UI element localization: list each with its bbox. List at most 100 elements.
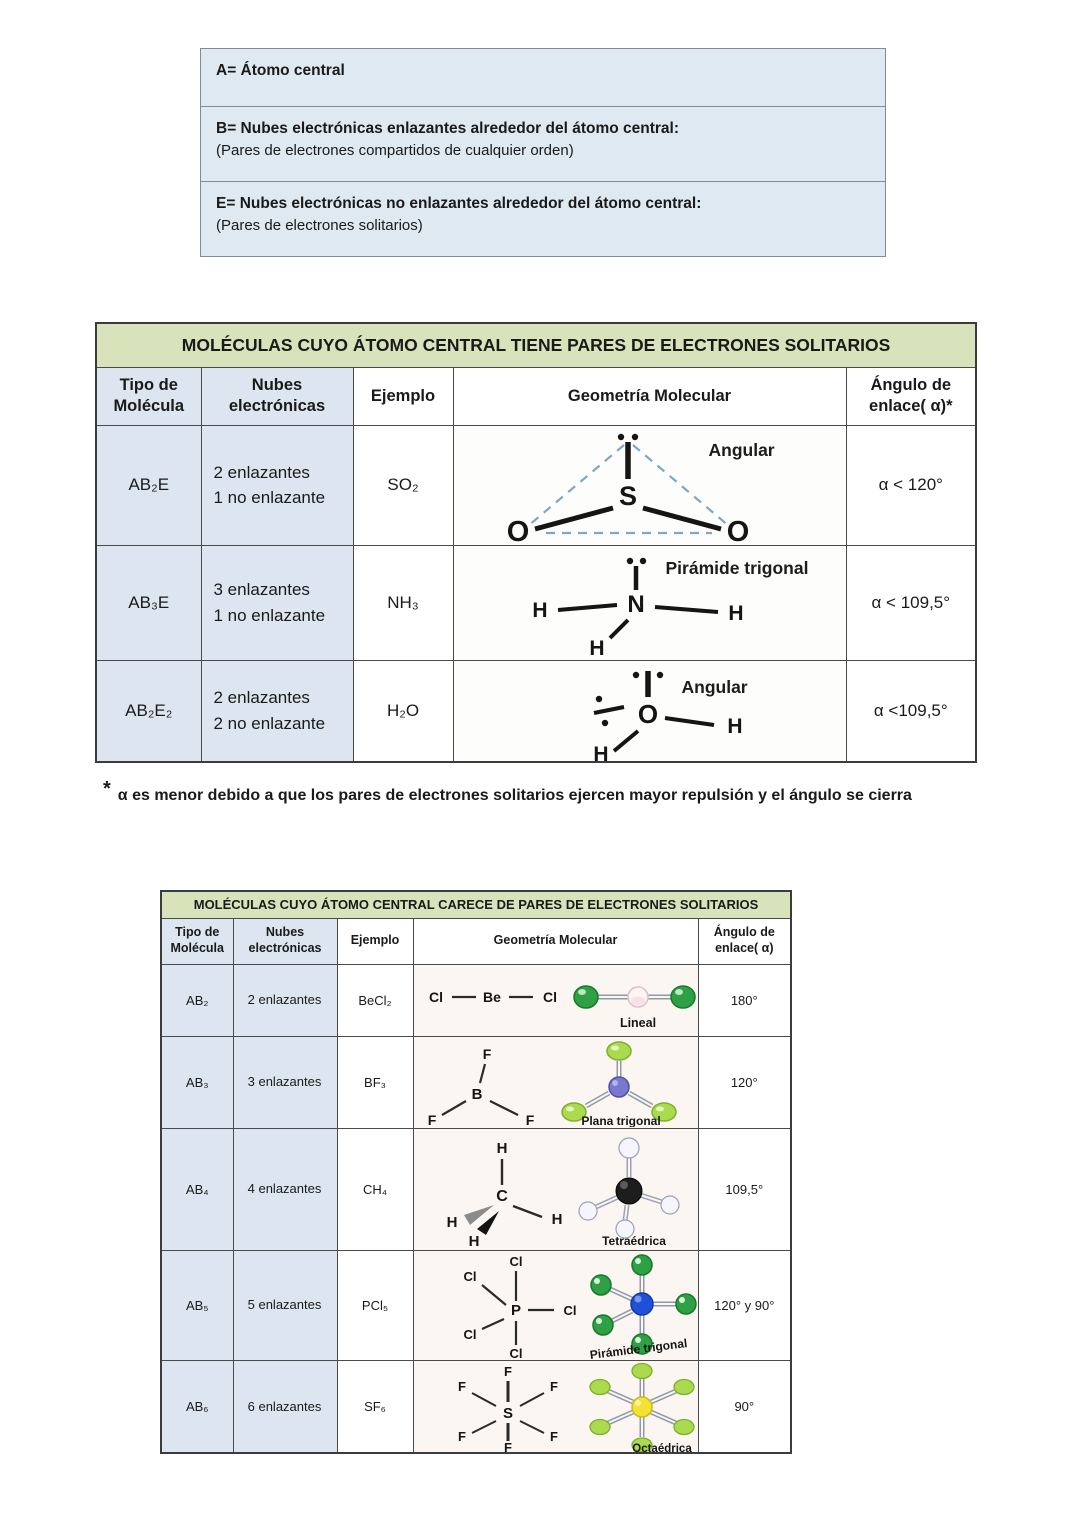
definition-row-b: B= Nubes electrónicas enlazantes alreded… <box>201 106 885 181</box>
geometria-cell-nh3: N H H H Pirámide trigonal <box>452 544 847 661</box>
bf3-diagram: F B F F <box>427 1040 677 1127</box>
geometria-cell-pcl5: Cl Cl P Cl Cl Cl <box>412 1249 699 1361</box>
angulo-cell: 180° <box>697 963 792 1037</box>
geometry-name-label: Angular <box>708 439 775 460</box>
pcl5-diagram: Cl Cl P Cl Cl Cl <box>463 1253 697 1359</box>
becl2-central-atom: Be <box>483 989 501 1005</box>
nubes-cell: 4 enlazantes <box>232 1127 338 1251</box>
angulo-cell: 109,5° <box>697 1127 792 1251</box>
angulo-cell: α < 120° <box>845 424 977 546</box>
ejemplo-cell: BeCl₂ <box>336 963 414 1037</box>
ejemplo-cell: SF₆ <box>336 1359 414 1454</box>
ejemplo-cell: H₂O <box>352 659 454 763</box>
nubes-cell: 6 enlazantes <box>232 1359 338 1454</box>
becl2-diagram: Cl Be Cl Lin <box>429 984 696 1030</box>
table1-header-angulo: Ángulo de enlace( α)* <box>845 366 977 426</box>
sf6-f-lower-left: F <box>458 1429 466 1444</box>
table-row: AB₂E 2 enlazantes 1 no enlazante SO₂ S O <box>95 424 977 546</box>
ch4-central-atom: C <box>496 1188 508 1205</box>
definition-e-subtext: (Pares de electrones solitarios) <box>216 216 423 234</box>
table2-header-ejemplo: Ejemplo <box>336 917 414 965</box>
ch4-structure: H C H H H <box>446 1140 562 1249</box>
ch4-diagram: H C H H H <box>446 1136 680 1249</box>
sf6-f-bottom: F <box>504 1440 512 1453</box>
nh3-lewis-diagram: N H H H <box>532 557 743 658</box>
pcl5-cl-bottom: Cl <box>509 1346 522 1359</box>
h2o-central-atom: O <box>637 699 657 729</box>
table2-header-nubes: Nubes electrónicas <box>232 917 338 965</box>
ejemplo-cell: CH₄ <box>336 1127 414 1251</box>
nubes-line2: 1 no enlazante <box>213 605 326 625</box>
ch4-h-right: H <box>551 1211 562 1228</box>
ejemplo-cell: NH₃ <box>352 544 454 661</box>
ejemplo-cell: PCl₅ <box>336 1249 414 1361</box>
geometry-name-label: Octaédrica <box>632 1443 692 1453</box>
nubes-line1: 2 enlazantes <box>213 462 310 482</box>
pcl5-cl-lower-left: Cl <box>463 1327 476 1342</box>
ch4-h-bottom: H <box>468 1233 479 1249</box>
nh3-central-atom: N <box>627 591 644 618</box>
geometria-cell-bf3: F B F F <box>412 1035 699 1129</box>
sf6-diagram: S F F F F F F <box>458 1362 695 1453</box>
nubes-line2: 2 no enlazante <box>213 713 326 733</box>
ch4-3d-model: Tetraédrica <box>577 1136 680 1248</box>
footnote: * α es menor debido a que los pares de el… <box>103 778 912 805</box>
definition-b-text: B= Nubes electrónicas enlazantes alreded… <box>216 120 680 137</box>
bf3-f-left: F <box>427 1112 436 1127</box>
sf6-f-lower-right: F <box>550 1429 558 1444</box>
nubes-cell: 3 enlazantes 1 no enlazante <box>200 544 354 661</box>
nubes-cell: 2 enlazantes 1 no enlazante <box>200 424 354 546</box>
footnote-asterisk: * <box>103 778 111 800</box>
nubes-cell: 2 enlazantes 2 no enlazante <box>200 659 354 763</box>
h2o-h-right: H <box>727 715 742 738</box>
table2-header-row: Tipo de Molécula Nubes electrónicas Ejem… <box>160 917 792 965</box>
table-row: AB₅ 5 enlazantes PCl₅ Cl Cl P Cl Cl <box>160 1249 792 1361</box>
nubes-line2: 1 no enlazante <box>213 488 326 507</box>
sf6-central-atom: S <box>502 1405 512 1422</box>
so2-o-left: O <box>506 516 529 543</box>
table-row: AB₄ 4 enlazantes CH₄ H C H H H <box>160 1127 792 1251</box>
tipo-molecula-cell: AB₂E₂ <box>95 659 202 763</box>
tipo-molecula-cell: AB₂E <box>95 424 202 546</box>
pcl5-cl-right: Cl <box>563 1303 576 1318</box>
h2o-h-bottom: H <box>593 743 608 763</box>
tipo-molecula-cell: AB₃E <box>95 544 202 661</box>
nh3-h-bottom: H <box>589 637 604 658</box>
geometria-cell-becl2: Cl Be Cl Lin <box>412 963 699 1037</box>
table1-header-ejemplo: Ejemplo <box>352 366 454 426</box>
table-lone-pairs: MOLÉCULAS CUYO ÁTOMO CENTRAL TIENE PARES… <box>95 322 978 763</box>
table2-header-tipo: Tipo de Molécula <box>160 917 234 965</box>
pcl5-central-atom: P <box>510 1302 520 1319</box>
so2-o-right: O <box>726 516 749 543</box>
table1-header-nubes: Nubes electrónicas <box>200 366 354 426</box>
ch4-h-left: H <box>446 1214 457 1231</box>
geometry-name-label: Angular <box>681 676 748 697</box>
nubes-line1: 3 enlazantes <box>213 580 310 599</box>
nubes-cell: 2 enlazantes <box>232 963 338 1037</box>
table-row: AB₃E 3 enlazantes 1 no enlazante NH₃ N H… <box>95 544 977 661</box>
definition-row-e: E= Nubes electrónicas no enlazantes alre… <box>201 181 885 256</box>
geometry-name-label: Plana trigonal <box>581 1114 660 1127</box>
pcl5-3d-model: Pirámide trigonal <box>589 1253 697 1359</box>
geometria-cell-sf6: S F F F F F F <box>412 1359 699 1454</box>
so2-central-atom: S <box>618 481 636 511</box>
becl2-cl-right: Cl <box>543 989 557 1005</box>
table2-header-angulo: Ángulo de enlace( α) <box>697 917 792 965</box>
tipo-molecula-cell: AB₄ <box>160 1127 234 1251</box>
table1-header-geometria: Geometría Molecular <box>452 366 847 426</box>
nubes-cell: 5 enlazantes <box>232 1249 338 1361</box>
ejemplo-cell: BF₃ <box>336 1035 414 1129</box>
table1-title: MOLÉCULAS CUYO ÁTOMO CENTRAL TIENE PARES… <box>95 322 977 368</box>
becl2-cl-left: Cl <box>429 989 443 1005</box>
sf6-f-upper-right: F <box>550 1379 558 1394</box>
tipo-molecula-cell: AB₃ <box>160 1035 234 1129</box>
footnote-text: α es menor debido a que los pares de ele… <box>117 787 912 804</box>
nubes-cell: 3 enlazantes <box>232 1035 338 1129</box>
angulo-cell: 120° <box>697 1035 792 1129</box>
table-row: AB₂E₂ 2 enlazantes 2 no enlazante H₂O O … <box>95 659 977 763</box>
bf3-3d-model: Plana trigonal <box>560 1040 677 1127</box>
angulo-cell: α < 109,5° <box>845 544 977 661</box>
tipo-molecula-cell: AB₆ <box>160 1359 234 1454</box>
geometria-cell-ch4: H C H H H <box>412 1127 699 1251</box>
geometry-name-label: Pirámide trigonal <box>665 557 809 578</box>
